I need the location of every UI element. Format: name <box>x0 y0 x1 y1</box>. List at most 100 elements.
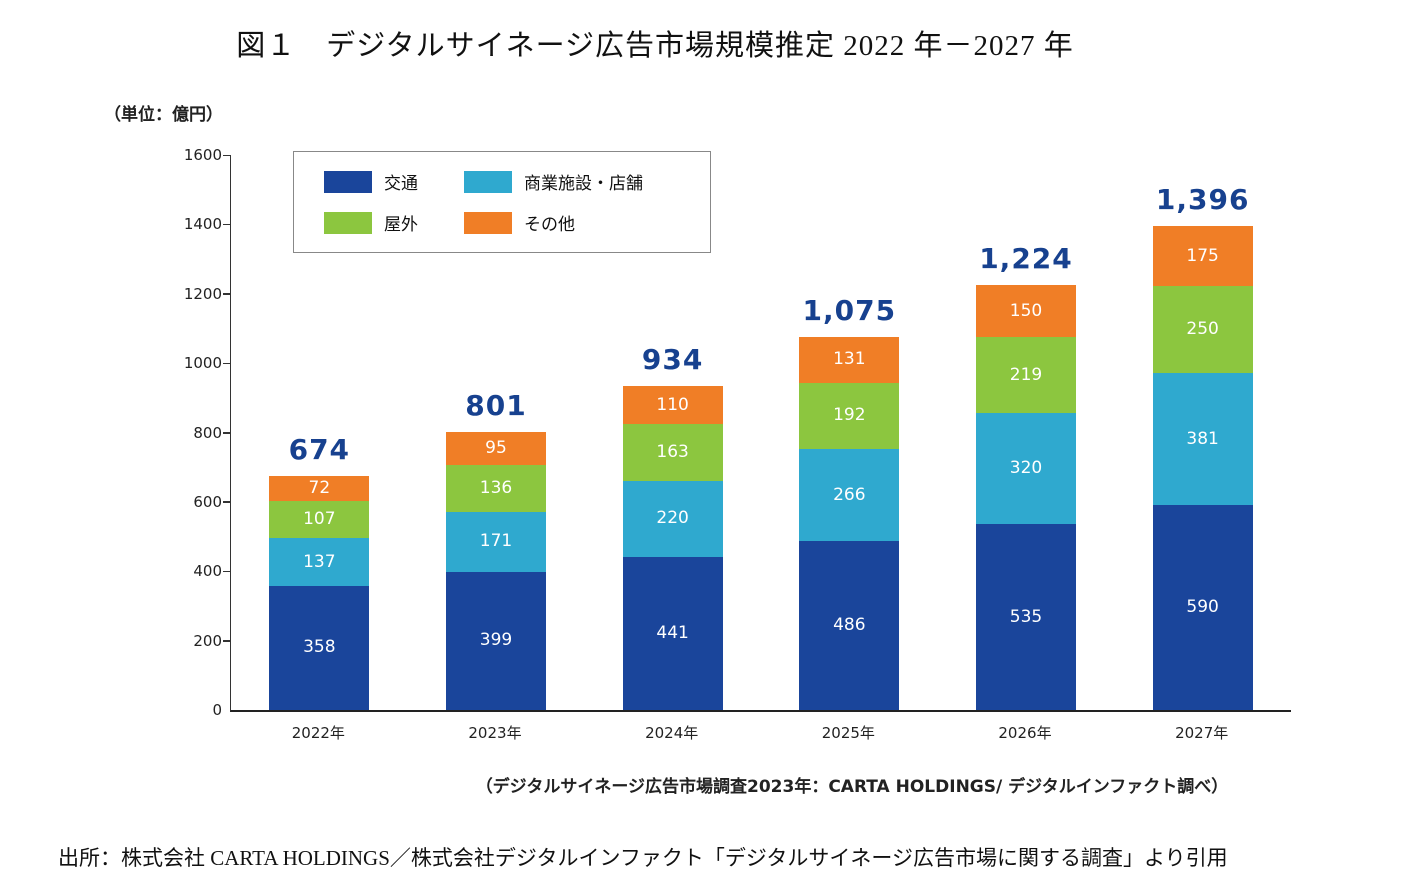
legend-item: 商業施設・店舗 <box>464 169 710 194</box>
bar-segment: 441 <box>622 557 723 710</box>
segment-value-label: 72 <box>308 478 331 499</box>
plot-area: 交通 商業施設・店舗屋外 その他 358 137 107 72 674 399 171 136 95… <box>223 151 1291 712</box>
segment-value-label: 381 <box>1186 428 1219 449</box>
bar-segment: 320 <box>976 413 1076 525</box>
y-tick-mark <box>223 640 231 642</box>
bar-segment: 107 <box>269 501 370 539</box>
y-tick-label: 200 <box>193 631 222 650</box>
legend-swatch <box>324 170 372 193</box>
y-tick-mark <box>223 154 231 156</box>
legend-label: その他 <box>524 215 575 235</box>
bar-segment: 192 <box>799 382 900 450</box>
bar-segment: 250 <box>1152 286 1253 374</box>
x-axis-label: 2024年 <box>645 724 699 742</box>
bar-total-label: 934 <box>641 343 704 377</box>
bar-segment: 486 <box>799 541 900 710</box>
y-tick-label: 600 <box>193 492 222 511</box>
legend-swatch <box>324 211 372 234</box>
segment-value-label: 171 <box>479 531 513 552</box>
y-tick-mark <box>223 501 231 503</box>
segment-value-label: 590 <box>1186 597 1219 618</box>
segment-value-label: 399 <box>479 630 513 651</box>
bar-segment: 266 <box>799 449 900 542</box>
stacked-bar: 441 220 163 110 <box>622 386 723 710</box>
bar-segment: 399 <box>446 571 546 710</box>
bar-segment: 150 <box>976 285 1076 338</box>
segment-value-label: 110 <box>656 394 689 415</box>
legend-swatch <box>464 170 512 193</box>
segment-value-label: 175 <box>1186 245 1219 266</box>
bar-segment: 219 <box>976 337 1076 414</box>
x-axis-label: 2025年 <box>821 724 875 742</box>
x-axis-label: 2022年 <box>291 724 345 742</box>
stacked-bar: 535 320 219 150 <box>976 285 1076 710</box>
segment-value-label: 150 <box>1009 300 1043 321</box>
x-axis-label: 2023年 <box>468 724 522 742</box>
bar-total-label: 1,396 <box>1155 182 1250 216</box>
segment-value-label: 219 <box>1009 364 1043 385</box>
bar-segment: 131 <box>799 337 900 383</box>
segment-value-label: 136 <box>479 478 513 499</box>
bar-segment: 137 <box>269 538 370 586</box>
unit-label: （単位：億円） <box>104 105 223 125</box>
segment-value-label: 358 <box>303 637 336 658</box>
bar-total-label: 1,224 <box>979 242 1073 276</box>
bar-total-label: 801 <box>465 389 527 423</box>
segment-value-label: 441 <box>656 623 689 644</box>
segment-value-label: 220 <box>656 508 689 529</box>
segment-value-label: 486 <box>833 615 866 636</box>
legend-label: 商業施設・店舗 <box>524 174 643 194</box>
y-tick-mark <box>223 432 231 434</box>
segment-value-label: 137 <box>303 551 336 572</box>
bar-total-label: 674 <box>288 433 351 467</box>
segment-value-label: 266 <box>833 484 866 505</box>
chart-caption: （デジタルサイネージ広告市場調査2023年：CARTA HOLDINGS/ デジ… <box>475 777 1229 797</box>
stacked-bar: 486 266 192 131 <box>799 337 900 710</box>
bar-segment: 171 <box>446 512 546 572</box>
y-tick-mark <box>223 570 231 573</box>
segment-value-label: 320 <box>1009 458 1043 479</box>
legend-item: その他 <box>464 210 710 235</box>
y-tick-label: 1200 <box>183 284 222 303</box>
y-tick-mark <box>223 293 231 295</box>
segment-value-label: 107 <box>303 509 336 530</box>
bar-segment: 358 <box>269 585 370 710</box>
bar-segment: 136 <box>446 465 546 513</box>
bar-segment: 110 <box>622 386 723 425</box>
segment-value-label: 95 <box>485 438 507 459</box>
bar-segment: 163 <box>622 424 723 481</box>
bar-segment: 95 <box>446 432 546 466</box>
stacked-bar: 358 137 107 72 <box>269 476 370 710</box>
x-axis-labels: 2022年 2023年 2024年 2025年 2026年 2027年 <box>230 722 1290 746</box>
bar-segment: 220 <box>622 480 723 558</box>
y-tick-mark <box>223 223 231 226</box>
bar-segment: 175 <box>1152 225 1253 287</box>
segment-value-label: 163 <box>656 441 689 462</box>
x-axis-label: 2027年 <box>1175 724 1229 742</box>
legend-item: 屋外 <box>324 210 464 235</box>
y-axis-labels: 0 200 400 600 800 1000 1200 1400 1600 <box>0 146 222 719</box>
bar-total-label: 1,075 <box>802 294 897 328</box>
legend-label: 屋外 <box>384 215 418 235</box>
segment-value-label: 535 <box>1009 606 1043 627</box>
y-tick-label: 1600 <box>183 146 222 164</box>
segment-value-label: 131 <box>833 349 866 370</box>
chart-title: 図１ デジタルサイネージ広告市場規模推定 2022 年－2027 年 <box>236 30 1074 62</box>
segment-value-label: 192 <box>833 405 866 426</box>
legend: 交通 商業施設・店舗屋外 その他 <box>293 151 711 253</box>
segment-value-label: 250 <box>1186 319 1219 340</box>
y-tick-label: 800 <box>193 423 222 442</box>
source-attribution: 出所：株式会社 CARTA HOLDINGS／株式会社デジタルインファクト「デジ… <box>58 846 1228 870</box>
y-tick-label: 1000 <box>183 354 222 373</box>
legend-item: 交通 <box>324 169 464 194</box>
bar-segment: 381 <box>1152 373 1253 506</box>
bar-segment: 72 <box>269 476 370 502</box>
y-tick-label: 0 <box>212 701 222 719</box>
x-axis-label: 2026年 <box>998 724 1052 742</box>
bar-segment: 590 <box>1152 505 1253 710</box>
y-tick-label: 400 <box>193 562 222 581</box>
legend-swatch <box>464 211 512 234</box>
bar-segment: 535 <box>976 524 1076 710</box>
y-tick-mark <box>223 362 231 365</box>
